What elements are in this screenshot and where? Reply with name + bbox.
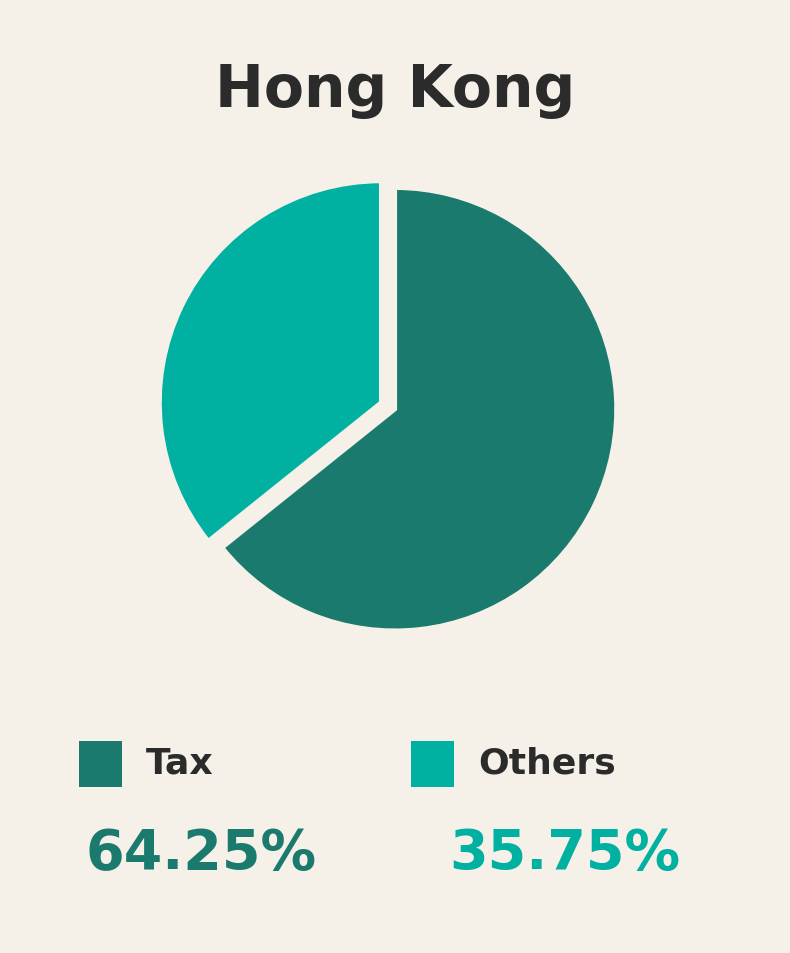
FancyBboxPatch shape [79,741,122,787]
Text: Others: Others [478,745,615,780]
Wedge shape [160,182,381,541]
Text: 35.75%: 35.75% [450,826,680,880]
FancyBboxPatch shape [24,19,766,934]
Text: Tax: Tax [146,745,214,780]
Text: Hong Kong: Hong Kong [215,62,575,119]
FancyBboxPatch shape [411,741,454,787]
Text: 64.25%: 64.25% [86,826,317,880]
Wedge shape [222,189,616,631]
